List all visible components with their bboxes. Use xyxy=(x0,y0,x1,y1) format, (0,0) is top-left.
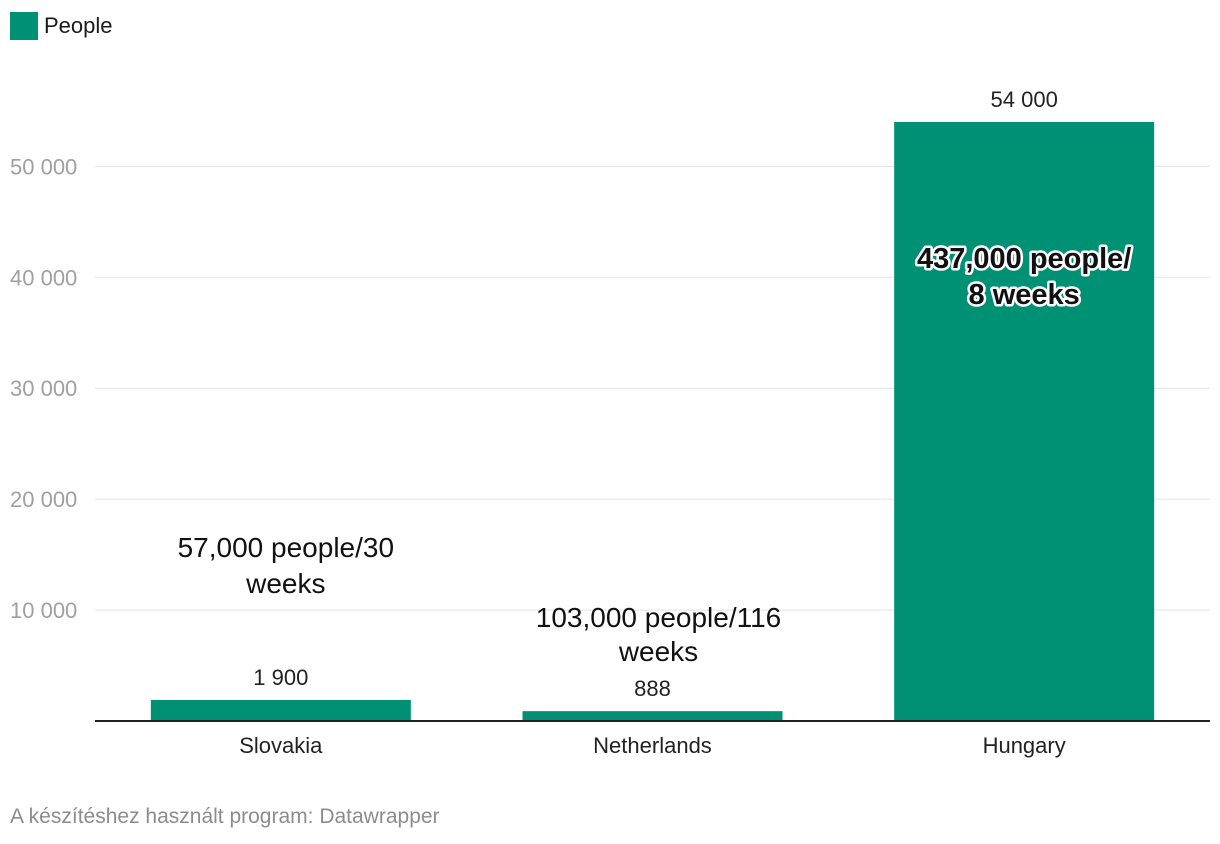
bar-value-label: 888 xyxy=(634,676,671,701)
annotation-line: weeks xyxy=(618,636,698,667)
y-tick-label: 20 000 xyxy=(10,487,77,512)
annotation-line: weeks xyxy=(245,568,325,599)
x-tick-label: Hungary xyxy=(983,733,1066,758)
annotation-line: 103,000 people/116 xyxy=(536,602,782,633)
y-tick-label: 50 000 xyxy=(10,154,77,179)
x-tick-label: Slovakia xyxy=(239,733,323,758)
y-tick-label: 30 000 xyxy=(10,376,77,401)
annotation-line: 437,000 people/ xyxy=(917,243,1131,275)
legend-swatch xyxy=(10,12,38,40)
annotation-line: 57,000 people/30 xyxy=(178,532,394,563)
bar xyxy=(150,699,411,721)
x-tick-label: Netherlands xyxy=(593,733,712,758)
bar xyxy=(522,711,783,721)
y-tick-label: 40 000 xyxy=(10,265,77,290)
legend-label: People xyxy=(44,13,113,38)
bar xyxy=(894,122,1155,721)
bar-value-label: 1 900 xyxy=(253,665,308,690)
y-tick-label: 10 000 xyxy=(10,598,77,623)
footer-credit: A készítéshez használt program: Datawrap… xyxy=(10,805,440,828)
legend: People xyxy=(10,12,113,40)
annotation-line: 8 weeks xyxy=(969,279,1080,311)
bar-value-label: 54 000 xyxy=(991,87,1058,112)
